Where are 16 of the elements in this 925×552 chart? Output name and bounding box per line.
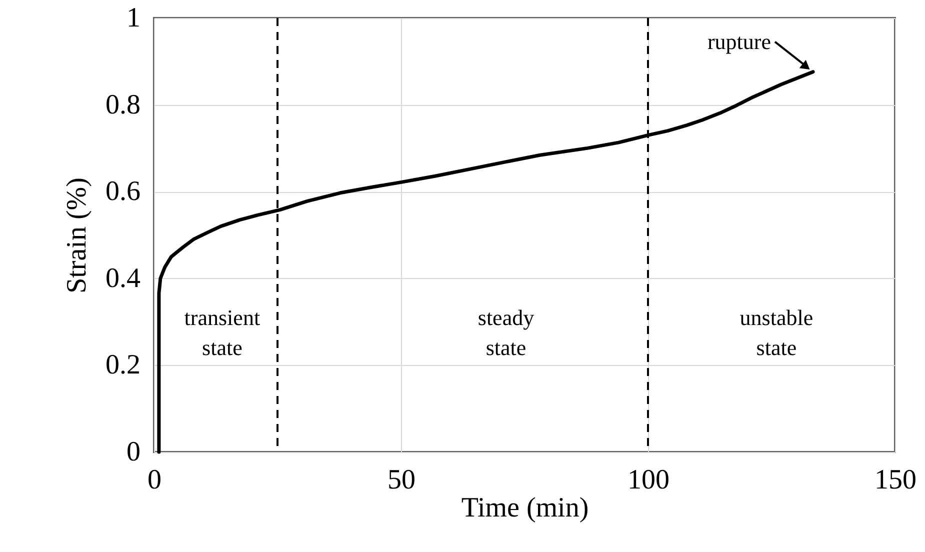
- y-tick-label: 0.8: [106, 89, 140, 120]
- y-tick-label: 0.6: [106, 176, 140, 208]
- y-tick-label: 0.2: [106, 350, 140, 381]
- x-tick-label: 100: [628, 464, 670, 496]
- annotation: steady state: [478, 305, 534, 360]
- x-axis-title: Time (min): [461, 492, 589, 524]
- y-tick-label: 0.4: [106, 262, 140, 294]
- y-axis-title: Strain (%): [62, 178, 92, 294]
- y-tick-label: 0: [126, 436, 140, 468]
- x-tick-label: 50: [388, 464, 416, 496]
- y-tick-label: 1: [126, 2, 140, 34]
- annotation: unstable state: [740, 305, 814, 360]
- x-tick-label: 150: [874, 464, 916, 496]
- x-tick-label: 0: [148, 464, 162, 496]
- annotation: transient state: [184, 305, 260, 360]
- annotation: rupture: [707, 28, 771, 54]
